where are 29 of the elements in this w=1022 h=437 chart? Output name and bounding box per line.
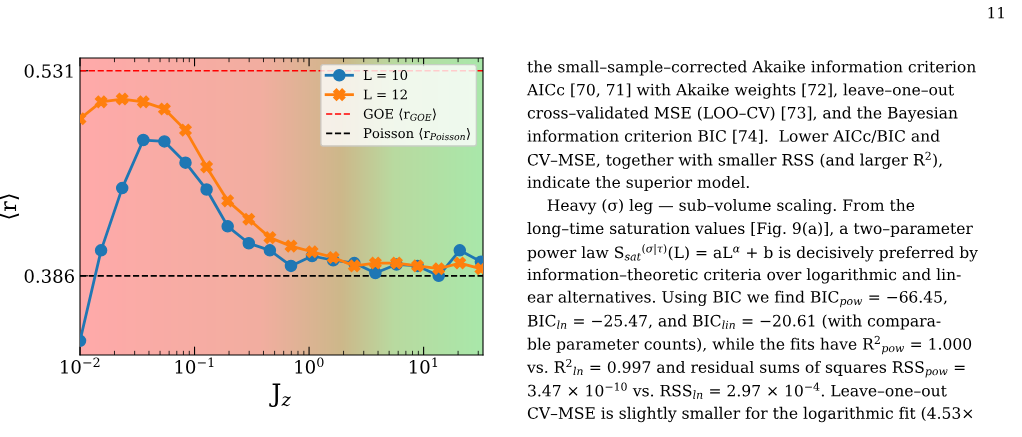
text: long–time saturation values [Fig. 9(a)], a two–parameter <box>527 222 973 238</box>
text: the small–sample–corrected Akaike information criterion <box>527 60 976 76</box>
text: Heavy (σ) leg — sub–volume scaling. From the <box>547 198 915 215</box>
text: CV–MSE, together with smaller RSS (and larger R$^{2}$), <box>527 151 942 169</box>
y-axis-title: ⟨r⟩ <box>0 194 19 219</box>
x-tick-label: 10$^{−2}$ <box>61 357 100 374</box>
text: 3.47 × 10$^{−10}$ vs. RSS$_{ln}$ = 2.97 × 10$^{−4}$. Leave–one–out <box>528 382 947 399</box>
x-tick-label: 10$^{1}$ <box>409 357 438 374</box>
legend-label: L = 10 <box>363 70 408 81</box>
text: ear alternatives. Using BIC we find BIC$_{pow}$ = −66.45, <box>527 290 947 308</box>
legend-label: GOE ⟨r$_{GOE}$⟩ <box>363 108 436 121</box>
x-axis-title: J$_{z}$ <box>269 383 291 408</box>
x-tick-label: 10$^{0}$ <box>295 357 324 374</box>
text: BIC$_{ln}$ = −25.47, and BIC$_{lin}$ = −20.61 (with compara- <box>527 314 941 330</box>
text: AICc [70, 71] with Akaike weights [72], leave–one–out <box>526 83 955 99</box>
legend-label: Poisson ⟨r$_{Poisson}$⟩ <box>363 127 470 141</box>
text: cross–validated MSE (LOO–CV) [73], and the Bayesian <box>527 106 958 122</box>
text: 11 <box>988 6 1004 19</box>
text: information criterion BIC [74]. Lower AICc/BIC and <box>527 129 940 144</box>
legend-label: L = 12 <box>363 89 407 100</box>
text: indicate the superior model. <box>527 175 749 192</box>
text: ble parameter counts), while the fits have R$^{2}$$_{pow}$ = 1.000 <box>527 335 972 355</box>
y-tick-label: 0.386 <box>24 269 74 283</box>
text: information–theoretic criteria over logarithmic and lin- <box>527 268 961 284</box>
y-tick-label: 0.531 <box>24 64 73 78</box>
x-tick-label: 10$^{−1}$ <box>175 357 214 374</box>
text: power law S$_{sat}$$^{(σ|τ)}$(L) = aL$^{α}$ + b is decisively preferred by <box>527 244 978 262</box>
text: CV–MSE is slightly smaller for the logarithmic fit (4.53× <box>527 406 973 423</box>
text: vs. R$^{2}$$_{ln}$ = 0.997 and residual sums of squares RSS$_{pow}$ = <box>526 358 965 378</box>
